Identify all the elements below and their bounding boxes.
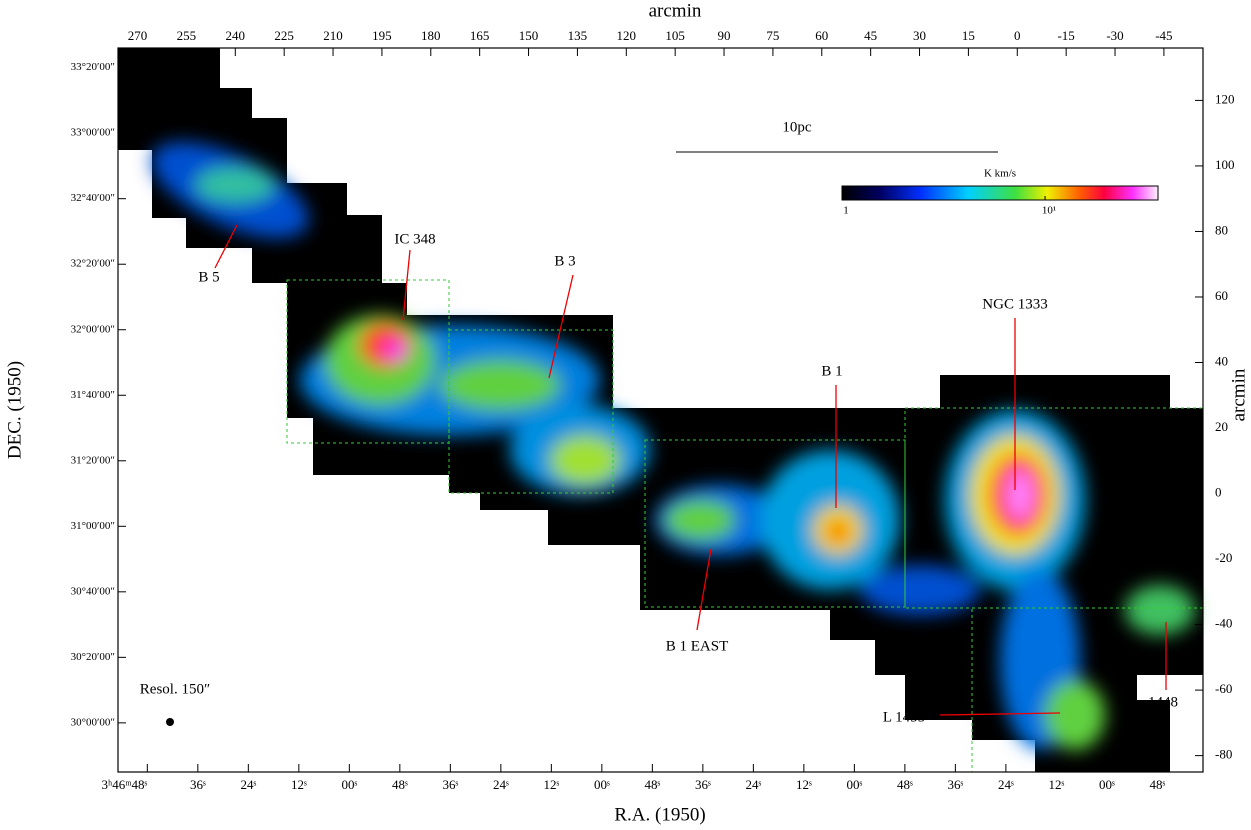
top-tick-label: -45: [1155, 28, 1172, 43]
bottom-tick-label: 24ˢ: [240, 777, 256, 792]
top-tick-label: 180: [421, 28, 441, 43]
top-tick-label: 105: [665, 28, 685, 43]
bottom-tick-label: 00ˢ: [846, 777, 862, 792]
top-tick-label: 195: [372, 28, 392, 43]
top-tick-label: 210: [323, 28, 343, 43]
top-tick-label: 30: [913, 28, 926, 43]
colorbar: [841, 185, 1159, 201]
top-tick-label: -15: [1057, 28, 1074, 43]
bottom-tick-label: 24ˢ: [998, 777, 1014, 792]
left-tick-label: 32°40′00″: [71, 192, 115, 204]
left-tick-label: 31°40′00″: [71, 389, 115, 401]
annotation: IC 348: [394, 231, 435, 247]
bottom-tick-label: 36ˢ: [947, 777, 963, 792]
bottom-tick-label: 24ˢ: [493, 777, 509, 792]
bottom-tick-label: 12ˢ: [291, 777, 307, 792]
bottom-tick-label: 36ˢ: [190, 777, 206, 792]
right-tick-label: 100: [1215, 157, 1235, 172]
top-tick-label: 15: [962, 28, 975, 43]
top-tick-label: 165: [470, 28, 490, 43]
top-tick-label: 0: [1014, 28, 1021, 43]
annotation: NGC 1333: [982, 296, 1047, 312]
right-tick-label: 80: [1215, 222, 1228, 237]
bottom-tick-label: 00ˢ: [594, 777, 610, 792]
pointers: [214, 224, 1167, 716]
top-tick-label: 90: [718, 28, 731, 43]
frame: [117, 47, 1204, 773]
right-tick-label: 0: [1215, 485, 1222, 500]
right-tick-label: -80: [1215, 747, 1232, 762]
top-tick-label: 255: [177, 28, 197, 43]
left-tick-label: 30°20′00″: [71, 651, 115, 663]
bottom-tick-label: 48ˢ: [897, 777, 913, 792]
top-tick-label: 120: [617, 28, 637, 43]
right-tick-label: -20: [1215, 550, 1232, 565]
beam-label: Resol. 150″: [140, 681, 210, 697]
intensity: [151, 142, 1195, 750]
right-axis-title: arcmin: [1228, 368, 1249, 421]
left-tick-label: 33°20′00″: [71, 61, 115, 73]
right-tick-label: -60: [1215, 681, 1232, 696]
top-tick-label: 270: [128, 28, 148, 43]
bottom-tick-label: 36ˢ: [442, 777, 458, 792]
top-tick-label: 75: [766, 28, 779, 43]
annotation: B 1 EAST: [666, 638, 729, 654]
annotation: L 1455: [883, 709, 925, 725]
colorbar-label: K km/s: [984, 168, 1016, 180]
bottom-tick-label: 12ˢ: [543, 777, 559, 792]
emission-map: [118, 48, 1204, 773]
left-tick-label: 31°00′00″: [71, 520, 115, 532]
right-tick-label: 20: [1215, 419, 1228, 434]
x-axis-title: R.A. (1950): [614, 804, 705, 825]
bottom-tick-label: 3ʰ46ᵐ48ˢ: [102, 777, 148, 792]
colorbar-tick-label: 10¹: [1042, 205, 1056, 217]
top-tick-label: 45: [864, 28, 877, 43]
left-tick-label: 32°20′00″: [71, 258, 115, 270]
beam: [166, 718, 174, 726]
annotation: B 5: [198, 269, 219, 285]
top-tick-label: 150: [519, 28, 539, 43]
top-tick-label: -30: [1106, 28, 1123, 43]
bottom-tick-label: 12ˢ: [1048, 777, 1064, 792]
left-tick-label: 31°20′00″: [71, 454, 115, 466]
bottom-tick-label: 24ˢ: [745, 777, 761, 792]
left-tick-label: 30°00′00″: [71, 716, 115, 728]
annotation: 1448: [1148, 694, 1178, 710]
bottom-tick-label: 00ˢ: [1099, 777, 1115, 792]
right-tick-label: 40: [1215, 353, 1228, 368]
top-tick-label: 135: [568, 28, 588, 43]
right-tick-label: 120: [1215, 91, 1235, 106]
annotation: B 1: [821, 363, 842, 379]
scale-bar: 10pc: [676, 119, 998, 153]
top-axis-title: arcmin: [649, 0, 702, 21]
bottom-tick-label: 48ˢ: [644, 777, 660, 792]
bottom-tick-label: 48ˢ: [392, 777, 408, 792]
left-tick-label: 33°00′00″: [71, 127, 115, 139]
bottom-tick-label: 12ˢ: [796, 777, 812, 792]
scale-bar-label: 10pc: [782, 119, 812, 135]
left-tick-label: 32°00′00″: [71, 323, 115, 335]
top-tick-label: 60: [815, 28, 828, 43]
bottom-tick-label: 00ˢ: [341, 777, 357, 792]
top-tick-label: 225: [274, 28, 294, 43]
top-tick-label: 240: [226, 28, 246, 43]
y-axis-title: DEC. (1950): [4, 361, 25, 459]
annotation: B 3: [554, 253, 575, 269]
right-tick-label: 60: [1215, 288, 1228, 303]
right-tick-label: -40: [1215, 616, 1232, 631]
left-tick-label: 30°40′00″: [71, 585, 115, 597]
bottom-tick-label: 36ˢ: [695, 777, 711, 792]
colorbar-tick-label: 1: [843, 205, 849, 217]
bottom-tick-label: 48ˢ: [1150, 777, 1166, 792]
